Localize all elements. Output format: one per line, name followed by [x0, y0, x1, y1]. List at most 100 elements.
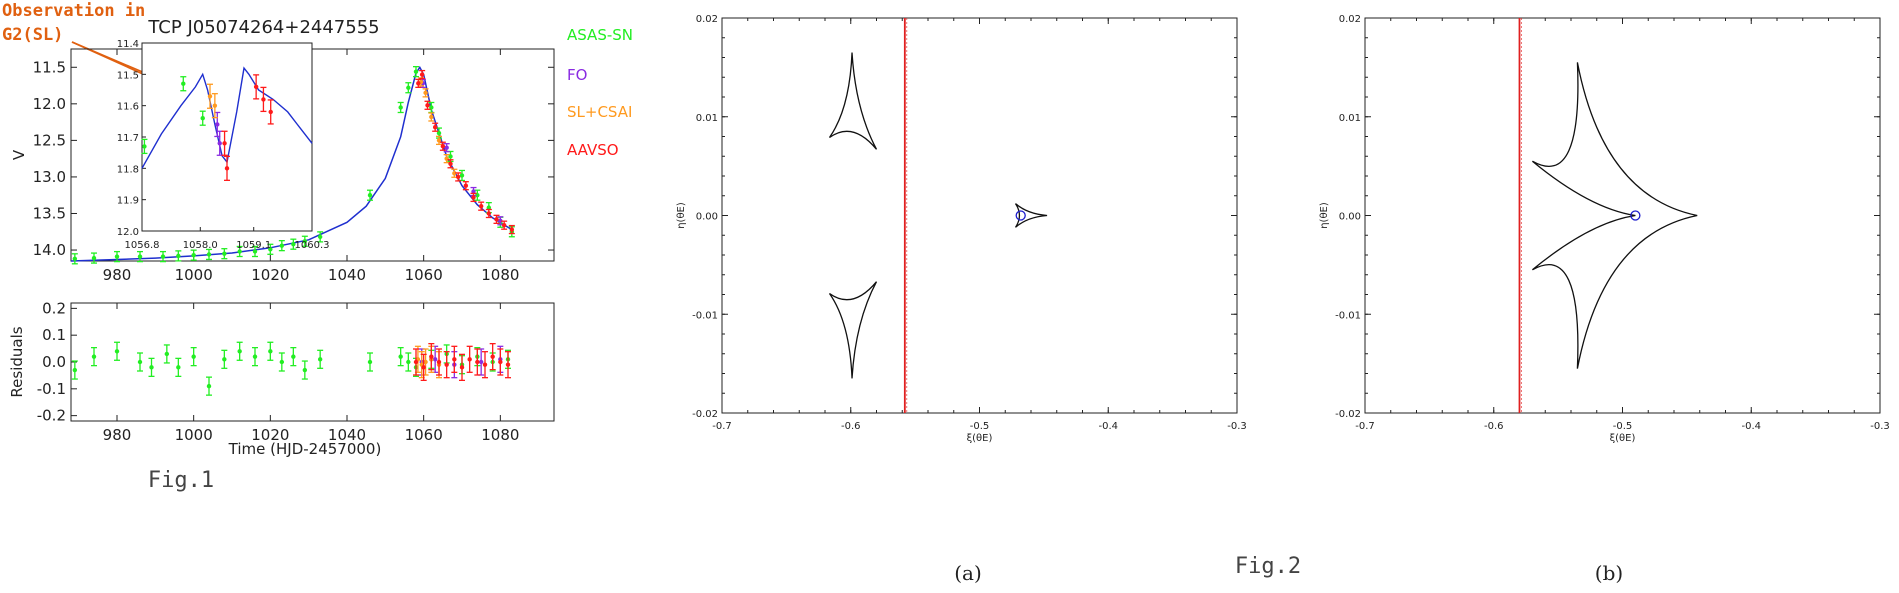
- data-point: [463, 183, 469, 188]
- panel-frame: [1364, 17, 1881, 414]
- data-point: [429, 114, 434, 120]
- data-point: [222, 357, 227, 362]
- legend-fo: FO: [567, 66, 587, 84]
- point-asas-sn: [221, 248, 228, 260]
- y-tick-label: -0.02: [1335, 409, 1361, 420]
- res-point-aavso: [413, 348, 419, 376]
- point-fo: [443, 143, 450, 153]
- data-point: [478, 359, 484, 365]
- x-tick-label: -0.5: [970, 421, 990, 432]
- data-point: [509, 227, 515, 232]
- res-point-aavso: [497, 348, 504, 376]
- inset-point-sl+csai: [211, 93, 218, 119]
- y-tick-label: 13.5: [33, 204, 66, 222]
- inset-point-aavso: [260, 86, 267, 113]
- x-tick-label: -0.7: [712, 421, 732, 432]
- data-point: [212, 103, 218, 108]
- y-tick-label: -0.02: [692, 409, 718, 420]
- inset-y-tick-label: 11.6: [117, 102, 139, 113]
- panel-a-label: (a): [954, 561, 982, 585]
- x-tick-label: 1020: [251, 266, 289, 284]
- data-point: [91, 354, 97, 359]
- data-point: [291, 241, 296, 247]
- inset-y-tick-label: 11.4: [117, 39, 139, 50]
- inset-x-tick-label: 1058.0: [183, 240, 218, 251]
- point-aavso: [470, 192, 477, 203]
- data-point: [215, 122, 220, 127]
- point-asas-sn: [290, 238, 297, 250]
- point-aavso: [501, 220, 508, 230]
- y-tick-label: 0.00: [1339, 212, 1361, 223]
- data-point: [91, 255, 97, 261]
- data-point: [448, 161, 453, 166]
- inset-y-tick-label: 11.5: [117, 70, 139, 81]
- source-marker: [1630, 210, 1641, 221]
- data-point: [413, 359, 419, 365]
- inset-point-aavso: [221, 130, 228, 156]
- data-point: [137, 359, 143, 365]
- data-point: [317, 357, 323, 362]
- res-point-aavso: [489, 342, 496, 371]
- inset-x-tick-label: 1059.1: [236, 240, 271, 251]
- data-point: [72, 256, 78, 262]
- time-xlabel: Time (HJD-2457000): [228, 440, 382, 458]
- x-axis-label: ξ(θE): [967, 433, 993, 444]
- data-point: [419, 72, 425, 77]
- res-point-aavso: [505, 351, 511, 379]
- figure1-caption: Fig.1: [148, 468, 214, 493]
- y-tick-label: 13.0: [33, 168, 66, 186]
- data-point: [406, 85, 411, 90]
- panel-b-label: (b): [1595, 561, 1623, 585]
- res-point-asas-sn: [278, 352, 285, 372]
- point-aavso: [455, 172, 462, 182]
- residuals-data-points: [71, 341, 511, 396]
- data-point: [149, 365, 154, 370]
- data-point: [268, 247, 273, 252]
- figure2-caption: Fig.2: [1235, 554, 1301, 579]
- data-point: [114, 254, 120, 259]
- res-point-asas-sn: [301, 360, 308, 380]
- x-tick-label: 1000: [175, 266, 213, 284]
- x-tick-label: 1060: [405, 266, 443, 284]
- x-tick-label: -0.3: [1870, 421, 1890, 432]
- inset-y-tick-label: 11.7: [117, 133, 139, 144]
- data-point: [191, 252, 196, 258]
- data-point: [455, 174, 461, 180]
- inset-x-tick-label: 1056.8: [125, 240, 160, 251]
- point-asas-sn: [278, 239, 285, 252]
- res-point-asas-sn: [206, 376, 212, 396]
- data-point: [160, 254, 166, 259]
- point-aavso: [439, 141, 446, 151]
- point-asas-sn: [397, 101, 404, 114]
- res-point-asas-sn: [148, 357, 155, 378]
- res-point-asas-sn: [137, 352, 143, 372]
- legend-aavso: AAVSO: [567, 141, 619, 159]
- y-tick-label: 0.02: [1339, 14, 1361, 25]
- data-point: [501, 222, 507, 228]
- data-point: [252, 249, 258, 254]
- point-aavso: [419, 69, 426, 80]
- data-point: [317, 234, 323, 240]
- data-point: [413, 69, 419, 74]
- y-tick-label: 0.01: [1339, 113, 1361, 124]
- res-point-asas-sn: [71, 360, 78, 380]
- data-point: [72, 367, 78, 373]
- legend: ASAS-SN FO SL+CSAI AAVSO: [567, 26, 633, 159]
- data-point: [423, 359, 428, 365]
- data-point: [459, 173, 465, 178]
- data-point: [486, 211, 492, 216]
- point-asas-sn: [301, 235, 308, 247]
- data-point: [279, 243, 285, 248]
- data-point: [268, 349, 273, 354]
- y-tick-label: 12.0: [33, 95, 66, 113]
- residuals-ylabel: Residuals: [8, 326, 26, 397]
- data-point: [475, 359, 480, 365]
- data-point: [222, 141, 227, 146]
- point-asas-sn: [190, 249, 197, 261]
- inset-x-tick-label: 1060.3: [295, 240, 330, 251]
- res-x-tick-label: 980: [103, 426, 132, 444]
- point-aavso: [508, 224, 515, 235]
- res-point-aavso: [466, 345, 473, 373]
- y-tick-label: 11.5: [33, 58, 66, 76]
- res-point-asas-sn: [114, 341, 120, 361]
